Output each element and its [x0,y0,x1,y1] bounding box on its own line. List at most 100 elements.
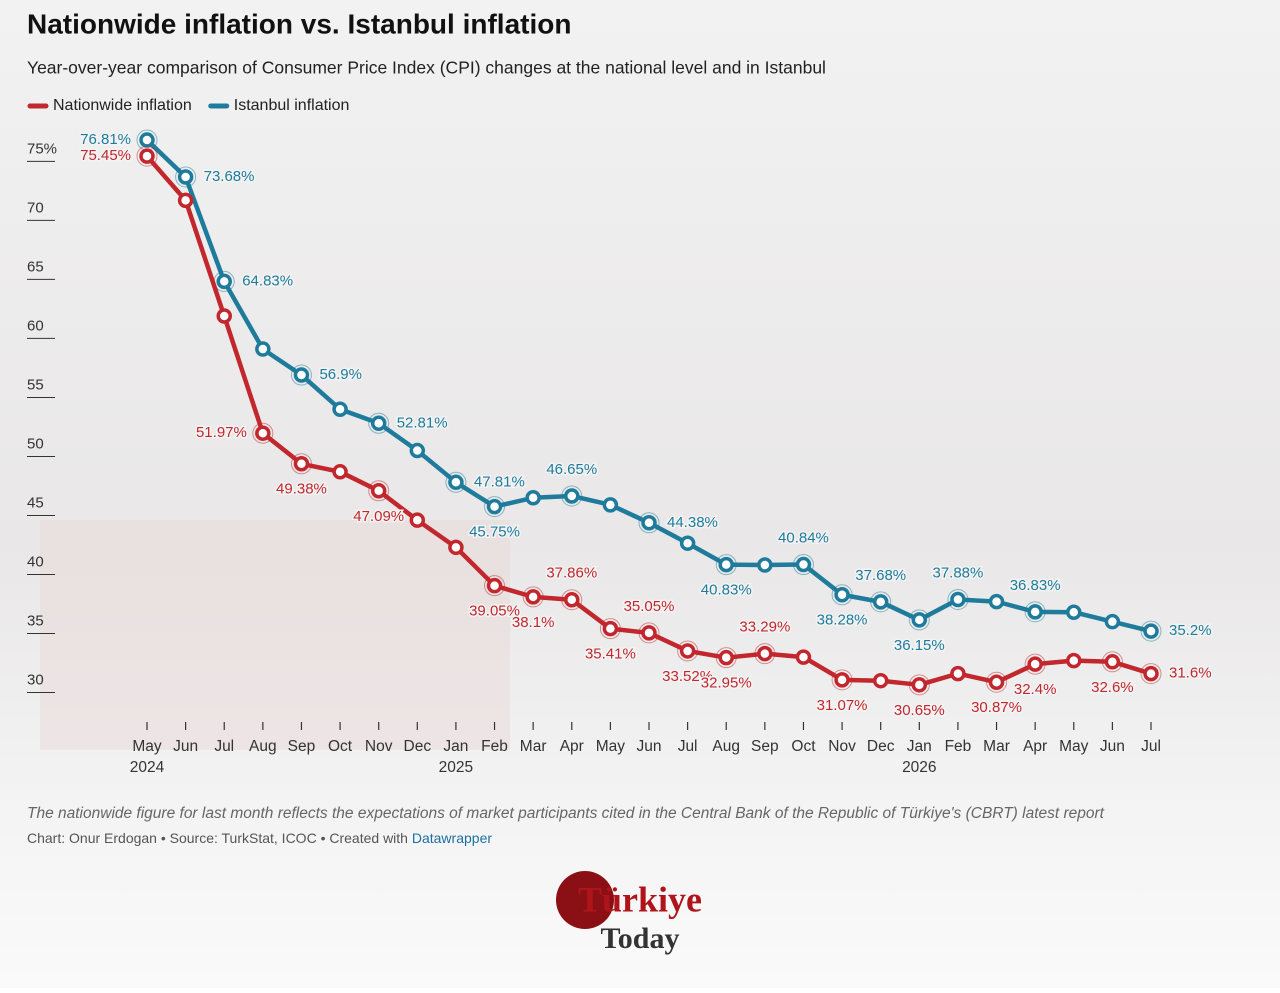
marker [216,273,232,290]
data-label: 37.68% [855,567,906,584]
marker-halo [290,453,312,475]
marker-halo [986,671,1008,693]
x-tick-label: Apr [560,738,584,755]
marker-halo [677,640,699,662]
marker [332,401,348,417]
data-label: 64.83% [242,272,293,289]
marker-halo [1024,653,1046,675]
data-label: 31.07% [817,697,868,714]
data-label: 47.81% [474,473,525,490]
marker-halo [715,554,737,576]
data-label: 32.95% [701,675,752,692]
data-label: 35.2% [1169,622,1212,639]
x-tick-label: May [132,738,162,755]
data-label: 33.29% [739,619,790,636]
chart-subtitle: Year-over-year comparison of Consumer Pr… [27,58,826,78]
marker-halo [831,584,853,606]
data-label: 46.65% [546,461,597,478]
marker-halo [599,618,621,640]
marker-halo [368,480,390,502]
data-label: 35.41% [585,646,636,663]
marker [139,132,155,148]
marker [872,594,889,610]
marker-halo [908,674,930,696]
x-tick-label: Jul [678,738,698,755]
marker-halo [136,145,158,167]
logo-circle [556,871,614,929]
marker [1143,665,1159,682]
marker [1104,654,1121,670]
background-shape [40,520,510,750]
marker [525,490,541,506]
marker [255,425,271,441]
data-label: 47.09% [353,508,404,525]
marker-halo [638,512,660,534]
data-label: 75.45% [80,147,131,164]
y-tick-label: 30 [27,671,44,688]
marker [1027,604,1043,620]
marker [139,148,155,164]
marker [1104,613,1121,630]
x-tick-label: Dec [867,738,895,755]
data-label: 37.88% [932,564,983,581]
logo-top: Türkiye [578,879,702,919]
marker-halo [252,422,274,444]
marker [448,539,464,556]
chart-note: The nationwide figure for last month ref… [27,805,1105,822]
data-label: 33.52% [662,668,713,685]
data-label: 32.6% [1091,679,1134,696]
marker [872,672,889,689]
marker [409,512,426,528]
data-label: 32.4% [1014,681,1057,698]
x-year-label: 2026 [902,759,936,776]
data-label: 40.83% [701,582,752,599]
marker-halo [290,364,312,386]
marker [1143,623,1159,639]
marker [795,649,812,665]
y-tick-label: 60 [27,317,44,334]
y-tick-label: 50 [27,435,44,452]
marker [602,497,619,513]
data-label: 40.84% [778,530,829,547]
marker-halo [561,589,583,611]
marker [988,674,1005,690]
x-tick-label: Jun [637,738,662,755]
marker [370,483,387,499]
marker-halo [561,485,583,507]
x-tick-label: May [1059,738,1089,755]
data-label: 52.81% [397,414,448,431]
x-tick-label: Aug [712,738,740,755]
marker [177,169,194,185]
marker-halo [754,643,776,665]
y-tick-label: 55 [27,376,44,393]
data-label: 36.83% [1010,577,1061,594]
marker [370,415,387,432]
marker [448,474,464,491]
credit-link[interactable]: Datawrapper [412,830,492,846]
x-tick-label: Jan [907,738,932,755]
marker [293,367,310,383]
marker [679,643,696,659]
marker [486,577,503,594]
x-tick-label: Jul [214,738,234,755]
x-tick-label: Nov [828,738,856,755]
marker [834,587,850,603]
credit-text: Chart: Onur Erdogan • Source: TurkStat, … [27,830,408,846]
data-label: 31.6% [1169,665,1212,682]
marker-halo [715,647,737,669]
marker [911,612,928,628]
data-label: 35.05% [624,598,675,615]
y-tick-label: 45 [27,494,44,511]
data-label: 44.38% [667,514,718,531]
x-tick-label: Mar [520,738,547,755]
x-tick-label: Jun [173,738,198,755]
marker-halo [445,471,467,493]
marker [602,620,619,637]
data-label: 36.15% [894,637,945,654]
x-year-label: 2024 [130,759,165,776]
x-tick-label: Jun [1100,738,1125,755]
data-label: 76.81% [80,131,131,148]
x-tick-label: Mar [983,738,1010,755]
x-tick-label: May [596,738,626,755]
